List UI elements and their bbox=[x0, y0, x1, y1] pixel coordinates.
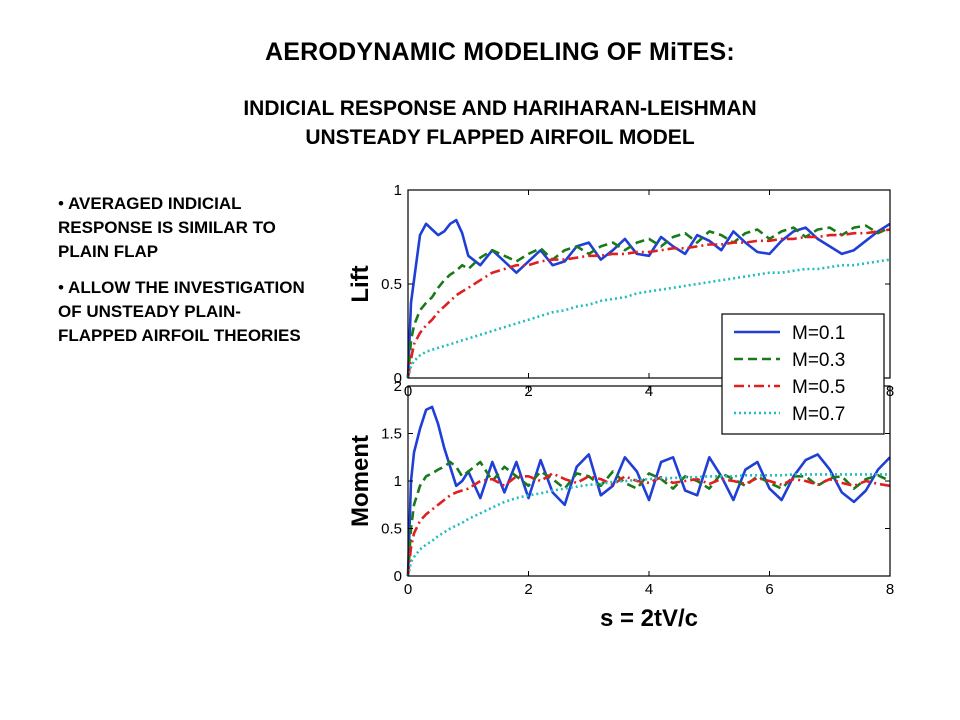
subtitle-line-2: UNSTEADY FLAPPED AIRFOIL MODEL bbox=[305, 126, 695, 149]
series-line-M=0.1 bbox=[406, 405, 891, 577]
x-tick-label: 2 bbox=[524, 383, 532, 400]
bullet-dot-icon: • bbox=[58, 194, 64, 213]
bullet-item: • ALLOW THE INVESTIGATION OF UNSTEADY PL… bbox=[58, 276, 318, 348]
slide-subtitle: INDICIAL RESPONSE AND HARIHARAN-LEISHMAN… bbox=[150, 94, 850, 152]
y-axis-label: Lift bbox=[347, 265, 374, 302]
legend-label: M=0.5 bbox=[792, 377, 845, 398]
y-tick-label: 1 bbox=[394, 182, 402, 199]
series-line-M=0.5 bbox=[406, 228, 891, 379]
y-tick-label: 2 bbox=[394, 378, 402, 395]
y-tick-label: 0 bbox=[394, 370, 402, 387]
series-line-M=0.7 bbox=[406, 473, 890, 577]
legend-label: M=0.3 bbox=[792, 350, 845, 371]
x-tick-label: 8 bbox=[886, 581, 894, 598]
subtitle-line-1: INDICIAL RESPONSE AND HARIHARAN-LEISHMAN bbox=[243, 97, 757, 120]
y-tick-label: 0.5 bbox=[381, 521, 402, 538]
legend-label: M=0.1 bbox=[792, 323, 845, 344]
bullet-text: AVERAGED INDICIAL RESPONSE IS SIMILAR TO… bbox=[58, 194, 276, 261]
y-tick-label: 0.5 bbox=[381, 276, 402, 293]
y-tick-label: 1 bbox=[394, 473, 402, 490]
series-line-M=0.3 bbox=[406, 224, 891, 379]
legend-label: M=0.7 bbox=[792, 404, 845, 425]
series-line-M=0.3 bbox=[406, 460, 891, 577]
x-tick-label: 4 bbox=[645, 383, 653, 400]
bullet-text: ALLOW THE INVESTIGATION OF UNSTEADY PLAI… bbox=[58, 278, 305, 345]
bullet-list: • AVERAGED INDICIAL RESPONSE IS SIMILAR … bbox=[58, 192, 318, 360]
y-tick-label: 0 bbox=[394, 568, 402, 585]
bullet-item: • AVERAGED INDICIAL RESPONSE IS SIMILAR … bbox=[58, 192, 318, 264]
chart-panel-bottom: 0 0.5 1 1.5 2 0 2 4 6 8 Moment s = 2tV/c bbox=[347, 378, 894, 632]
x-tick-label: 6 bbox=[765, 581, 773, 598]
series-line-M=0.5 bbox=[406, 472, 891, 577]
y-axis-label: Moment bbox=[347, 435, 374, 527]
x-tick-label: 0 bbox=[404, 581, 412, 598]
series-line-M=0.7 bbox=[406, 258, 891, 379]
x-tick-label: 4 bbox=[645, 581, 653, 598]
slide-title: AERODYNAMIC MODELING OF MiTES: bbox=[265, 38, 735, 66]
x-tick-label: 2 bbox=[524, 581, 532, 598]
bullet-dot-icon: • bbox=[58, 278, 64, 297]
x-axis-label: s = 2tV/c bbox=[600, 605, 698, 632]
chart-legend: M=0.1 M=0.3 M=0.5 M=0.7 bbox=[721, 313, 885, 435]
y-tick-label: 1.5 bbox=[381, 426, 402, 443]
